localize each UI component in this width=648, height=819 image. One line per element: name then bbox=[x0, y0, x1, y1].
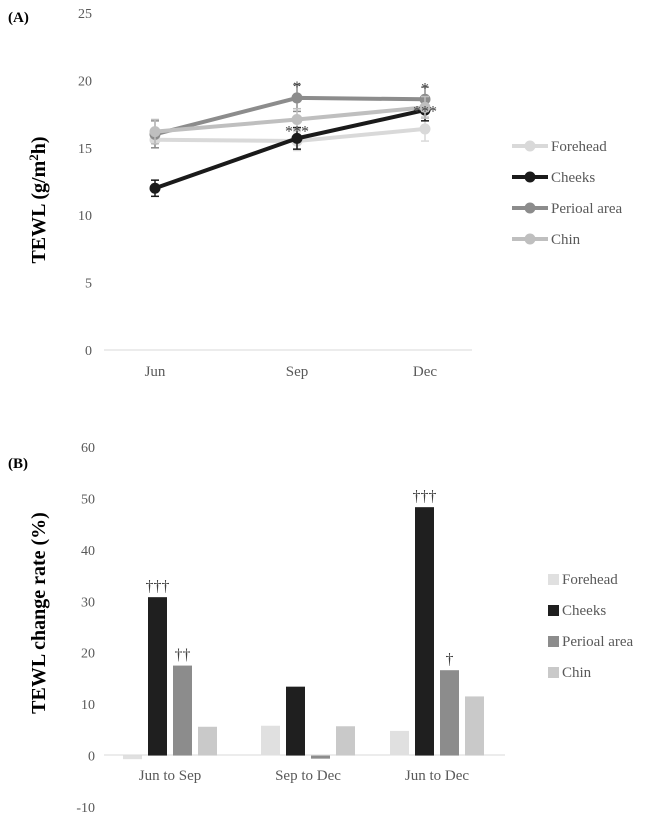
panel-a-y-tick-label: 15 bbox=[78, 142, 92, 157]
panel-b-legend: Forehead Cheeks Perioal area Chin bbox=[548, 572, 634, 681]
legend-marker bbox=[524, 140, 536, 152]
data-point bbox=[291, 132, 303, 144]
legend-label: Chin bbox=[562, 665, 592, 681]
legend-item-chin: Chin bbox=[512, 232, 581, 248]
panel-a-y-axis-label: TEWL (g/m2h) bbox=[26, 136, 50, 263]
significance-marker: *** bbox=[413, 103, 437, 120]
panel-a-x-tick-label: Dec bbox=[413, 364, 437, 380]
bar-perioal-area bbox=[173, 665, 192, 756]
panel-a-y-tick-label: 5 bbox=[85, 277, 92, 292]
panel-b-label: (B) bbox=[8, 456, 28, 472]
panel-a-y-tick-label: 10 bbox=[78, 209, 92, 224]
bar-cheeks bbox=[148, 597, 167, 756]
data-point bbox=[291, 113, 303, 125]
legend-item-perioal-area: Perioal area bbox=[548, 634, 634, 650]
legend-item-cheeks: Cheeks bbox=[548, 603, 606, 619]
bar-forehead bbox=[123, 755, 142, 760]
legend-item-perioal-area: Perioal area bbox=[512, 201, 623, 217]
panel-a-legend: Forehead Cheeks Perioal area Chin bbox=[512, 139, 623, 248]
panel-a-series bbox=[149, 83, 431, 198]
panel-a-y-tick-label: 25 bbox=[78, 7, 92, 22]
panel-b-y-tick-label: 10 bbox=[81, 698, 95, 713]
bar-cheeks bbox=[286, 686, 305, 756]
panel-b-x-tick-label: Jun to Sep bbox=[139, 768, 202, 784]
panel-b: (B) TEWL change rate (%) -10 0 10 20 30 40 50 6… bbox=[8, 441, 634, 816]
legend-label: Cheeks bbox=[562, 603, 606, 619]
panel-b-x-tick-label: Sep to Dec bbox=[275, 768, 341, 784]
data-point bbox=[419, 101, 431, 113]
significance-marker: * bbox=[293, 79, 301, 96]
bar-perioal-area bbox=[311, 755, 330, 759]
panel-a-annotations: ******** bbox=[285, 79, 437, 140]
bar-forehead bbox=[390, 730, 409, 756]
bar-chin bbox=[336, 726, 355, 756]
legend-item-forehead: Forehead bbox=[548, 572, 618, 588]
panel-a-y-tick-label: 20 bbox=[78, 74, 92, 89]
legend-marker bbox=[524, 202, 536, 214]
legend-swatch bbox=[548, 636, 559, 647]
panel-a-label: (A) bbox=[8, 10, 29, 26]
bar-forehead bbox=[261, 725, 280, 756]
panel-a-y-ticks: 0 5 10 15 20 25 bbox=[78, 7, 92, 359]
panel-b-x-ticks: Jun to Sep Sep to Dec Jun to Dec bbox=[139, 768, 470, 784]
legend-item-chin: Chin bbox=[548, 665, 592, 681]
panel-b-y-tick-label: 50 bbox=[81, 492, 95, 507]
bar-perioal-area bbox=[440, 670, 459, 756]
legend-label: Perioal area bbox=[551, 201, 623, 217]
panel-a-x-ticks: Jun Sep Dec bbox=[145, 364, 438, 380]
series-cheeks bbox=[149, 98, 431, 198]
significance-marker: ††† bbox=[146, 578, 170, 595]
legend-item-forehead: Forehead bbox=[512, 139, 607, 155]
panel-b-y-axis-label: TEWL change rate (%) bbox=[28, 512, 50, 714]
panel-b-y-tick-label: 0 bbox=[88, 750, 95, 765]
panel-b-y-tick-label: 60 bbox=[81, 441, 95, 456]
panel-b-annotations: ††††††††† bbox=[146, 488, 454, 668]
significance-marker: *** bbox=[285, 124, 309, 141]
panel-a-x-tick-label: Sep bbox=[286, 364, 309, 380]
legend-swatch bbox=[548, 667, 559, 678]
panel-b-x-tick-label: Jun to Dec bbox=[405, 768, 469, 784]
bar-cheeks bbox=[415, 507, 434, 756]
legend-label: Chin bbox=[551, 232, 581, 248]
panel-b-y-tick-label: 40 bbox=[81, 544, 95, 559]
legend-swatch bbox=[548, 605, 559, 616]
series-chin bbox=[149, 95, 431, 145]
legend-label: Forehead bbox=[551, 139, 607, 155]
legend-marker bbox=[524, 171, 536, 183]
significance-marker: ††† bbox=[413, 488, 437, 505]
bar-chin bbox=[198, 726, 217, 756]
significance-marker: † bbox=[446, 651, 454, 668]
legend-swatch bbox=[548, 574, 559, 585]
legend-label: Forehead bbox=[562, 572, 618, 588]
legend-marker bbox=[524, 233, 536, 245]
panel-a-x-tick-label: Jun bbox=[145, 364, 166, 380]
legend-item-cheeks: Cheeks bbox=[512, 170, 595, 186]
data-point bbox=[419, 123, 431, 135]
panel-b-y-ticks: -10 0 10 20 30 40 50 60 bbox=[76, 441, 95, 816]
bar-chin bbox=[465, 696, 484, 756]
significance-marker: †† bbox=[175, 647, 191, 664]
panel-b-y-tick-label: 30 bbox=[81, 595, 95, 610]
panel-b-y-tick-label: 20 bbox=[81, 647, 95, 662]
data-point bbox=[149, 126, 161, 138]
legend-label: Perioal area bbox=[562, 634, 634, 650]
panel-b-bars bbox=[123, 507, 484, 760]
panel-a-y-tick-label: 0 bbox=[85, 344, 92, 359]
panel-b-y-tick-label: -10 bbox=[76, 801, 95, 816]
data-point bbox=[291, 92, 303, 104]
data-point bbox=[149, 182, 161, 194]
legend-label: Cheeks bbox=[551, 170, 595, 186]
significance-marker: * bbox=[421, 80, 429, 97]
